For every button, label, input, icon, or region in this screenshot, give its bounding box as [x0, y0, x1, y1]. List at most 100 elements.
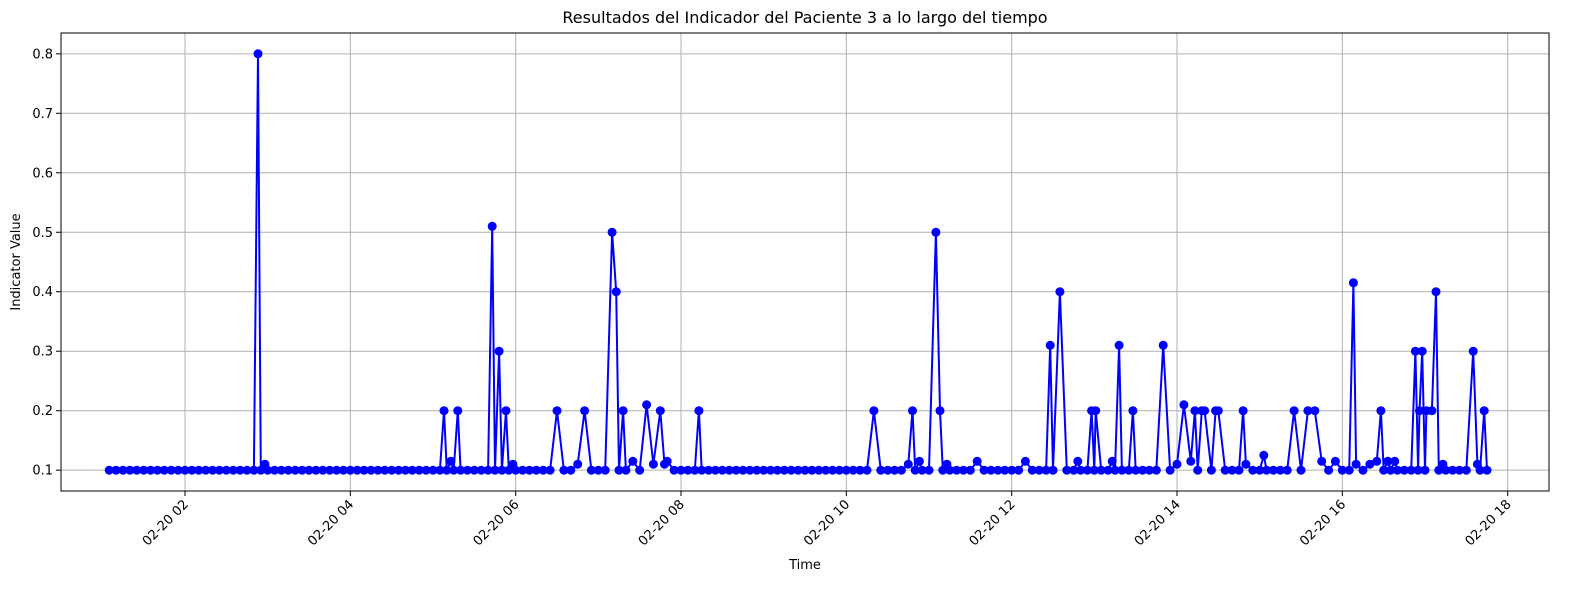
- data-point: [683, 465, 693, 475]
- data-point: [1131, 465, 1141, 475]
- data-point: [1303, 406, 1313, 416]
- data-point: [1238, 406, 1248, 416]
- data-point: [1386, 465, 1396, 475]
- data-point: [1186, 456, 1196, 466]
- data-point: [290, 465, 300, 475]
- y-tick-label: 0.1: [32, 464, 53, 479]
- data-point: [442, 465, 452, 475]
- data-point: [690, 465, 700, 475]
- data-point: [593, 465, 603, 475]
- data-point: [159, 465, 169, 475]
- data-point: [518, 465, 528, 475]
- data-point: [462, 465, 472, 475]
- data-point: [855, 465, 865, 475]
- data-point: [1461, 465, 1471, 475]
- series-line: [109, 52, 1488, 472]
- data-point: [1420, 465, 1430, 475]
- data-point: [1110, 465, 1120, 475]
- data-point: [1241, 459, 1251, 469]
- data-point: [453, 406, 463, 416]
- data-point: [270, 465, 280, 475]
- data-point: [1034, 465, 1044, 475]
- data-point: [759, 465, 769, 475]
- data-point: [814, 465, 824, 475]
- data-point: [545, 465, 555, 475]
- data-point: [1234, 465, 1244, 475]
- data-point: [297, 465, 307, 475]
- data-point: [1193, 465, 1203, 475]
- data-point: [1048, 465, 1058, 475]
- data-point: [924, 465, 934, 475]
- data-point: [1344, 465, 1354, 475]
- data-point: [1027, 465, 1037, 475]
- data-point: [1275, 465, 1285, 475]
- data-point: [1020, 456, 1030, 466]
- x-tick-label: 02-20 18: [1463, 497, 1515, 549]
- y-tick-label: 0.2: [32, 404, 53, 419]
- data-point: [611, 287, 621, 297]
- data-point: [359, 465, 369, 475]
- data-point: [1000, 465, 1010, 475]
- data-point: [635, 465, 645, 475]
- data-point: [380, 465, 390, 475]
- x-tick-label: 02-20 02: [140, 497, 192, 549]
- data-point: [1417, 346, 1427, 356]
- data-point: [766, 465, 776, 475]
- data-point: [214, 465, 224, 475]
- x-axis-label: Time: [788, 558, 821, 573]
- data-point: [1073, 456, 1083, 466]
- data-point: [869, 406, 879, 416]
- data-point: [487, 221, 497, 231]
- data-point: [1158, 340, 1168, 350]
- data-point: [1379, 465, 1389, 475]
- data-point: [1479, 406, 1489, 416]
- data-point: [738, 465, 748, 475]
- y-tick-label: 0.7: [32, 107, 53, 122]
- data-point: [1372, 456, 1382, 466]
- data-point: [1190, 406, 1200, 416]
- data-point: [1365, 459, 1375, 469]
- data-point: [1431, 287, 1441, 297]
- data-point: [1383, 456, 1393, 466]
- data-point: [338, 465, 348, 475]
- data-point: [841, 465, 851, 475]
- data-point: [1268, 465, 1278, 475]
- x-tick-label: 02-20 08: [636, 497, 688, 549]
- data-point: [125, 465, 135, 475]
- data-point: [494, 346, 504, 356]
- data-point: [1172, 459, 1182, 469]
- data-point: [931, 227, 941, 237]
- data-point: [352, 465, 362, 475]
- data-point: [979, 465, 989, 475]
- data-point: [1200, 406, 1210, 416]
- data-point: [1096, 465, 1106, 475]
- y-tick-label: 0.5: [32, 226, 53, 241]
- data-point: [1089, 465, 1099, 475]
- data-point: [242, 465, 252, 475]
- data-point: [786, 465, 796, 475]
- data-point: [628, 456, 638, 466]
- data-point: [1138, 465, 1148, 475]
- series-markers: [104, 49, 1492, 475]
- data-point: [407, 465, 417, 475]
- x-tick-label: 02-20 12: [967, 497, 1019, 549]
- data-point: [1282, 465, 1292, 475]
- y-tick-label: 0.4: [32, 285, 53, 300]
- data-point: [1091, 406, 1101, 416]
- x-tick-label: 02-20 10: [801, 497, 853, 549]
- data-point: [173, 465, 183, 475]
- data-point: [483, 465, 493, 475]
- data-point: [1082, 465, 1092, 475]
- data-point: [1076, 465, 1086, 475]
- data-point: [446, 456, 456, 466]
- data-point: [263, 465, 273, 475]
- data-point: [373, 465, 383, 475]
- data-point: [621, 465, 631, 475]
- data-point: [253, 49, 263, 59]
- data-point: [1220, 465, 1230, 475]
- data-point: [821, 465, 831, 475]
- data-point: [752, 465, 762, 475]
- data-point: [394, 465, 404, 475]
- data-point: [607, 227, 617, 237]
- data-point: [1330, 456, 1340, 466]
